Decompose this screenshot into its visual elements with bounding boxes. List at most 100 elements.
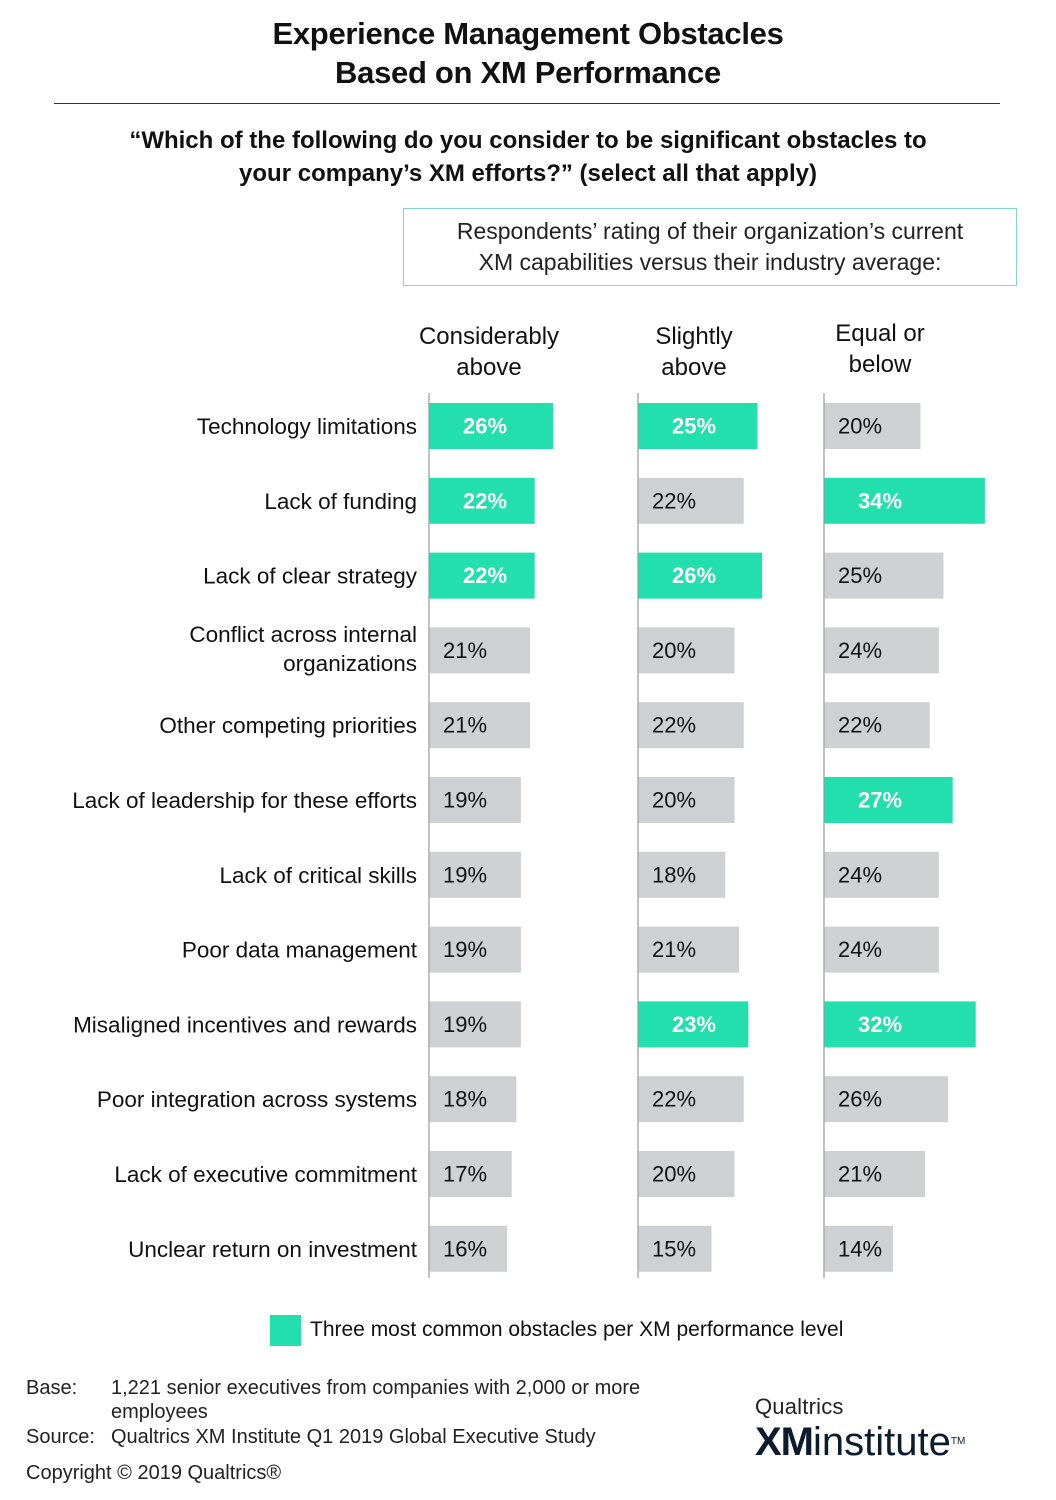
bar-value-label: 26% (672, 563, 716, 588)
bar (824, 627, 939, 674)
bar (824, 1076, 949, 1123)
chart-legend: Three most common obstacles per XM perfo… (270, 1314, 843, 1346)
bar-value-label: 22% (652, 488, 696, 513)
bar (638, 1225, 712, 1272)
chart-title: Experience Management Obstacles Based on… (0, 14, 1056, 92)
row-label: Lack of funding (264, 489, 417, 514)
bar (824, 777, 953, 823)
bar (638, 926, 740, 973)
bar-value-label: 18% (443, 1087, 487, 1112)
bar (824, 702, 930, 749)
logo-xm-text: XM (755, 1420, 814, 1464)
bar (638, 777, 735, 823)
row-label: Conflict across internal organizations (189, 622, 417, 676)
bar-value-label: 19% (443, 937, 487, 962)
row-label: Poor integration across systems (97, 1087, 417, 1112)
bar (638, 1151, 735, 1197)
footer-source-text: Qualtrics XM Institute Q1 2019 Global Ex… (111, 1426, 596, 1448)
bar (429, 777, 521, 823)
bar-value-label: 16% (443, 1236, 487, 1261)
bar (429, 926, 521, 973)
survey-question-line2: your company’s XM efforts?” (select all … (239, 160, 817, 187)
bar-value-label: 27% (858, 788, 902, 813)
row-label: Lack of critical skills (219, 863, 417, 888)
bar (824, 1225, 893, 1272)
column-header-line1: Considerably (418, 323, 560, 350)
bar-value-label: 18% (652, 862, 696, 887)
row-label: Other competing priorities (159, 713, 417, 738)
bar-value-label: 24% (838, 937, 882, 962)
bar-value-label: 24% (838, 638, 882, 663)
bar-value-label: 22% (652, 713, 696, 738)
legend-label: Three most common obstacles per XM perfo… (310, 1318, 844, 1341)
bar (638, 851, 726, 898)
survey-question-line1: “Which of the following do you consider … (129, 127, 927, 154)
bar-value-label: 20% (838, 414, 882, 439)
footer-base-text-cont: employees (111, 1401, 208, 1423)
row-label: Unclear return on investment (128, 1237, 418, 1262)
bar (824, 851, 939, 898)
rating-basis-line1: Respondents’ rating of their organizatio… (456, 218, 964, 244)
bar-value-label: 21% (443, 638, 487, 663)
bar-value-label: 24% (838, 862, 882, 887)
footer-source: Source: Qualtrics XM Institute Q1 2019 Gl… (26, 1425, 596, 1449)
bar (824, 926, 939, 973)
bar-value-label: 14% (838, 1236, 882, 1261)
column-header-line2: above (456, 354, 522, 381)
survey-question: “Which of the following do you consider … (60, 124, 996, 190)
bar (638, 477, 744, 524)
bar-value-label: 22% (463, 563, 507, 588)
bar (429, 1225, 508, 1272)
bar-value-label: 32% (858, 1012, 902, 1037)
bar (429, 477, 535, 524)
bar (429, 403, 554, 449)
bar (429, 1076, 517, 1123)
bar-value-label: 20% (652, 638, 696, 663)
bar (429, 1001, 521, 1048)
bar (824, 1001, 976, 1048)
bar (638, 1076, 744, 1123)
column-header-line2: below (848, 351, 912, 378)
row-label: Poor data management (182, 938, 418, 963)
bar-value-label: 21% (652, 937, 696, 962)
bar (824, 477, 985, 524)
bar (824, 552, 944, 599)
bar (638, 403, 758, 449)
column-header-line1: Equal or (835, 320, 925, 347)
bar-value-label: 26% (838, 1087, 882, 1112)
bar-value-label: 22% (838, 713, 882, 738)
bar-value-label: 26% (463, 414, 507, 439)
legend-swatch-highlight (270, 1314, 301, 1346)
bar (638, 1001, 749, 1048)
row-label: Misaligned incentives and rewards (73, 1012, 417, 1037)
bar (638, 702, 744, 749)
qualtrics-xm-institute-logo: Qualtrics XMinstituteTM (755, 1394, 965, 1462)
bar-value-label: 22% (652, 1087, 696, 1112)
bar-value-label: 22% (463, 488, 507, 513)
rating-basis-line2: XM capabilities versus their industry av… (478, 249, 942, 275)
footer-base-label: Base: (26, 1377, 78, 1399)
logo-brand-text: Qualtrics (755, 1394, 844, 1419)
bar-value-label: 25% (672, 414, 716, 439)
column-header-slightly-above: Slightly above (614, 321, 774, 383)
bar (429, 552, 535, 599)
bar (429, 627, 531, 674)
rating-basis-box: Respondents’ rating of their organizatio… (403, 208, 1017, 286)
bar-value-label: 20% (652, 1162, 696, 1187)
bar-value-label: 25% (838, 563, 882, 588)
footer-base: Base: 1,221 senior executives from compan… (26, 1376, 640, 1424)
bar (638, 552, 763, 599)
bar (824, 403, 921, 449)
bar-value-label: 20% (652, 788, 696, 813)
bar (824, 1151, 926, 1197)
logo-trademark: TM (950, 1436, 966, 1447)
column-header-line1: Slightly (655, 323, 733, 350)
title-divider (54, 103, 1000, 104)
footer-copyright: Copyright © 2019 Qualtrics® (26, 1462, 282, 1484)
bar (429, 702, 531, 749)
chart-title-line1: Experience Management Obstacles (272, 16, 784, 51)
column-header-line2: above (661, 354, 727, 381)
row-label: Technology limitations (197, 414, 417, 439)
bar (429, 1151, 512, 1197)
